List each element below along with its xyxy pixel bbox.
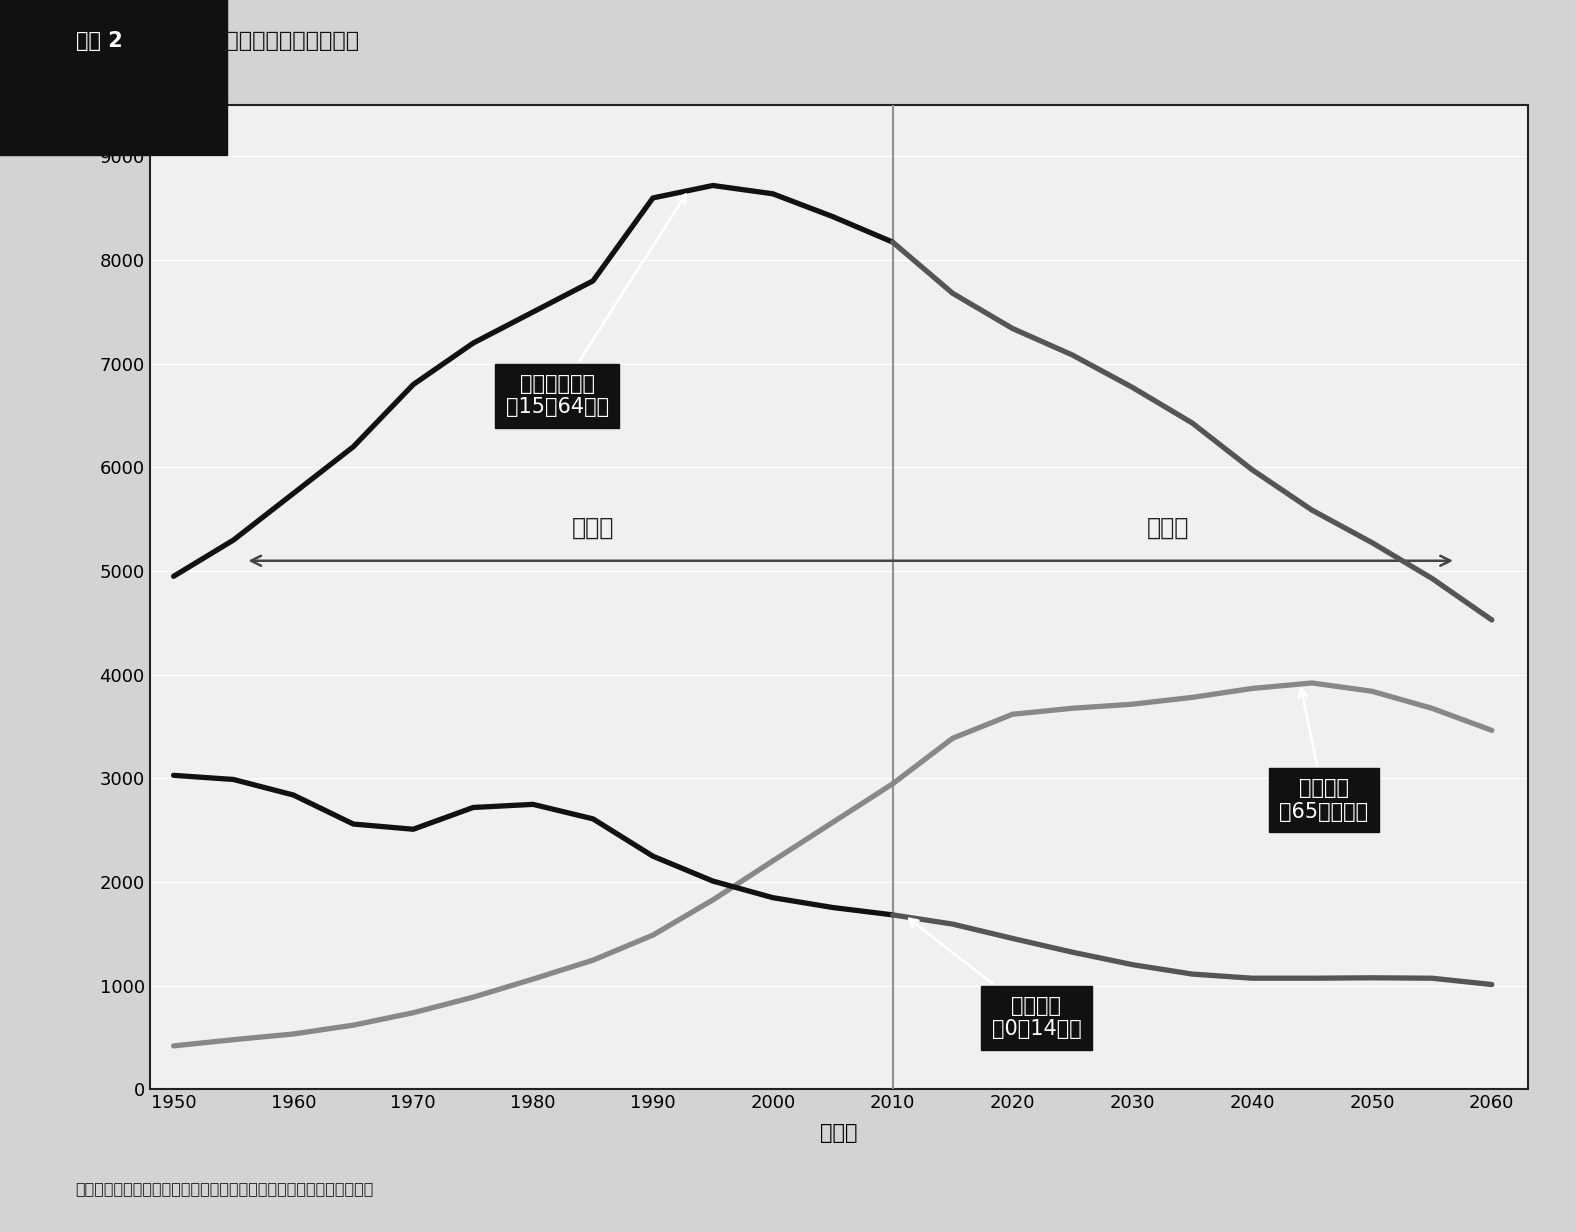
Text: 生産年齢人口
（15～64歳）: 生産年齢人口 （15～64歳） — [506, 194, 685, 417]
Text: 老年人口
（65歳以上）: 老年人口 （65歳以上） — [1279, 689, 1369, 821]
Text: （万人）: （万人） — [65, 62, 107, 80]
Text: 年齢３区分別人口の推移: 年齢３区分別人口の推移 — [213, 31, 359, 50]
Text: 実績値: 実績値 — [572, 516, 614, 540]
Text: 図表 2: 図表 2 — [76, 31, 123, 50]
Text: 出典：内閣府「選択する未来　－人口推計から見えてくる未来像－」: 出典：内閣府「選択する未来 －人口推計から見えてくる未来像－」 — [76, 1182, 373, 1197]
X-axis label: 年　次: 年 次 — [821, 1124, 857, 1144]
Text: 年少人口
（0～14歳）: 年少人口 （0～14歳） — [909, 918, 1082, 1039]
Text: 源計値: 源計値 — [1147, 516, 1189, 540]
